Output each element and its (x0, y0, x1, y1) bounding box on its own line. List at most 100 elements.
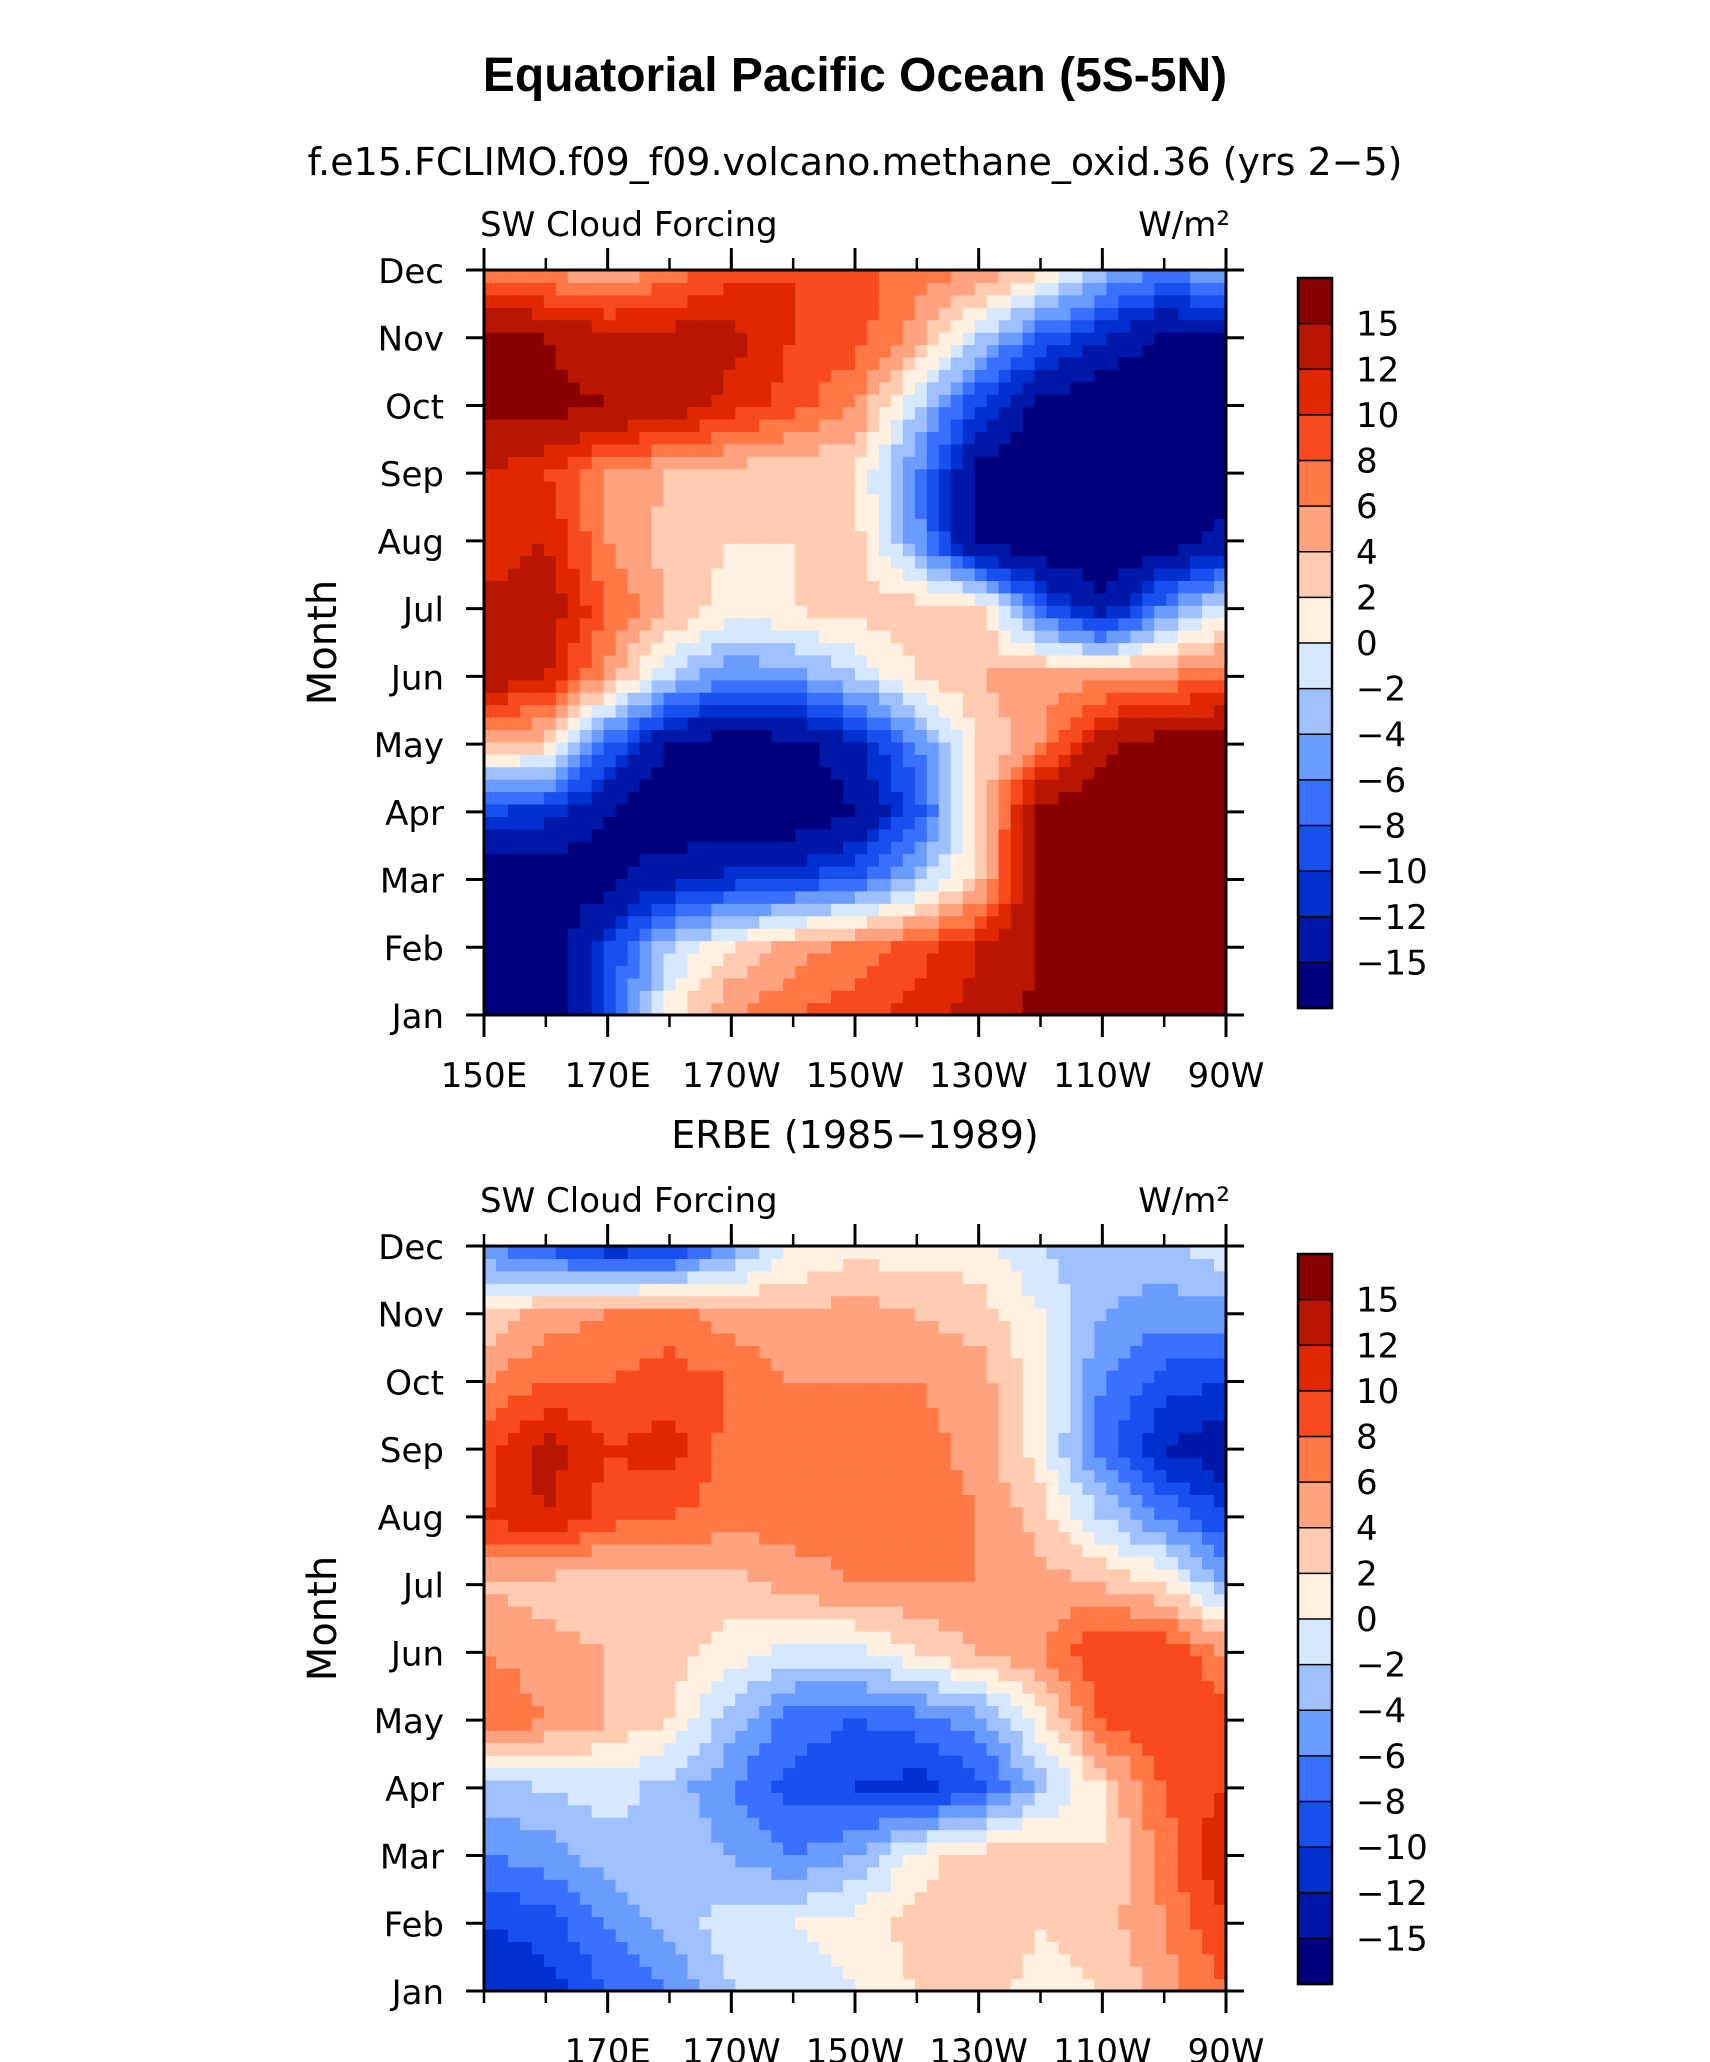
heatmap-cell (603, 1829, 617, 1843)
heatmap-cell (1106, 642, 1119, 656)
heatmap-cell (914, 493, 928, 507)
heatmap-cell (843, 406, 856, 420)
heatmap-cell (1058, 1817, 1072, 1831)
heatmap-cell (855, 294, 868, 308)
heatmap-cell (627, 642, 641, 656)
heatmap-cell (615, 952, 629, 966)
heatmap-cell (1058, 1904, 1072, 1918)
heatmap-cell (711, 381, 724, 395)
heatmap-cell (1190, 679, 1203, 693)
heatmap-cell (759, 356, 772, 370)
heatmap-cell (1058, 468, 1072, 482)
heatmap-cell (747, 456, 760, 470)
heatmap-cell (1010, 704, 1024, 718)
heatmap-cell (998, 394, 1012, 408)
heatmap-cell (519, 381, 533, 395)
heatmap-cell (914, 965, 928, 979)
heatmap-cell (579, 654, 593, 668)
heatmap-cell (567, 592, 581, 606)
heatmap-cell (878, 1804, 892, 1818)
heatmap-cell (1214, 1879, 1227, 1893)
heatmap-cell (902, 1928, 916, 1942)
heatmap-cell (484, 518, 497, 532)
heatmap-cell (1046, 679, 1060, 693)
heatmap-cell (1214, 791, 1227, 805)
heatmap-cell (890, 1953, 904, 1967)
heatmap-cell (1022, 1966, 1036, 1980)
heatmap-cell (866, 282, 880, 296)
heatmap-cell (651, 754, 665, 768)
heatmap-cell (998, 642, 1012, 656)
heatmap-cell (1118, 431, 1131, 445)
heatmap-cell (627, 791, 641, 805)
heatmap-cell (866, 878, 880, 892)
heatmap-cell (974, 816, 988, 830)
heatmap-cell (507, 754, 521, 768)
heatmap-cell (950, 1891, 964, 1905)
heatmap-cell (1070, 481, 1083, 495)
heatmap-cell (1154, 1928, 1167, 1942)
heatmap-cell (1106, 965, 1119, 979)
heatmap-cell (495, 332, 509, 346)
heatmap-cell (615, 642, 629, 656)
heatmap-cell (843, 319, 856, 333)
heatmap-cell (938, 642, 952, 656)
heatmap-cell (962, 1916, 976, 1930)
heatmap-cell (699, 841, 712, 855)
heatmap-cell (495, 493, 509, 507)
heatmap-cell (723, 642, 736, 656)
heatmap-cell (890, 1941, 904, 1955)
y-tick-label: Oct (385, 387, 444, 427)
heatmap-cell (519, 754, 533, 768)
heatmap-cell (543, 1891, 557, 1905)
heatmap-cell (878, 605, 892, 619)
heatmap-cell (699, 866, 712, 880)
heatmap-cell (1142, 1879, 1155, 1893)
heatmap-cell (543, 369, 557, 383)
heatmap-cell (807, 816, 820, 830)
heatmap-cell (998, 456, 1012, 470)
heatmap-cell (603, 1928, 617, 1942)
heatmap-cell (795, 667, 808, 681)
heatmap-cell (603, 828, 617, 842)
heatmap-cell (1154, 307, 1167, 321)
heatmap-cell (1082, 940, 1095, 954)
heatmap-cell (663, 1928, 677, 1942)
heatmap-cell (902, 431, 916, 445)
heatmap-cell (962, 1891, 976, 1905)
heatmap-cell (567, 456, 581, 470)
heatmap-cell (747, 952, 760, 966)
heatmap-cell (1010, 766, 1024, 780)
heatmap-cell (1118, 605, 1131, 619)
heatmap-cell (771, 443, 784, 457)
heatmap-cell (1178, 555, 1191, 569)
heatmap-cell (735, 419, 748, 433)
heatmap-cell (1094, 654, 1107, 668)
heatmap-cell (914, 754, 928, 768)
heatmap-cell (1046, 704, 1060, 718)
heatmap-cell (807, 1854, 820, 1868)
heatmap-cell (747, 282, 760, 296)
heatmap-cell (747, 1792, 760, 1806)
heatmap-cell (998, 543, 1012, 557)
heatmap-cell (1046, 1792, 1060, 1806)
heatmap-cell (687, 307, 701, 321)
heatmap-cell (914, 270, 928, 284)
heatmap-cell (1106, 915, 1119, 929)
heatmap-cell (759, 406, 772, 420)
heatmap-cell (711, 990, 724, 1004)
heatmap-cell (567, 866, 581, 880)
heatmap-cell (675, 394, 689, 408)
heatmap-cell (1178, 630, 1191, 644)
heatmap-cell (1070, 332, 1083, 346)
heatmap-cell (998, 828, 1012, 842)
heatmap-cell (998, 344, 1012, 358)
heatmap-cell (1190, 928, 1203, 942)
heatmap-cell (579, 754, 593, 768)
heatmap-cell (878, 754, 892, 768)
heatmap-cell (914, 518, 928, 532)
heatmap-cell (747, 580, 760, 594)
heatmap-cell (1202, 294, 1215, 308)
heatmap-cell (484, 1002, 497, 1016)
